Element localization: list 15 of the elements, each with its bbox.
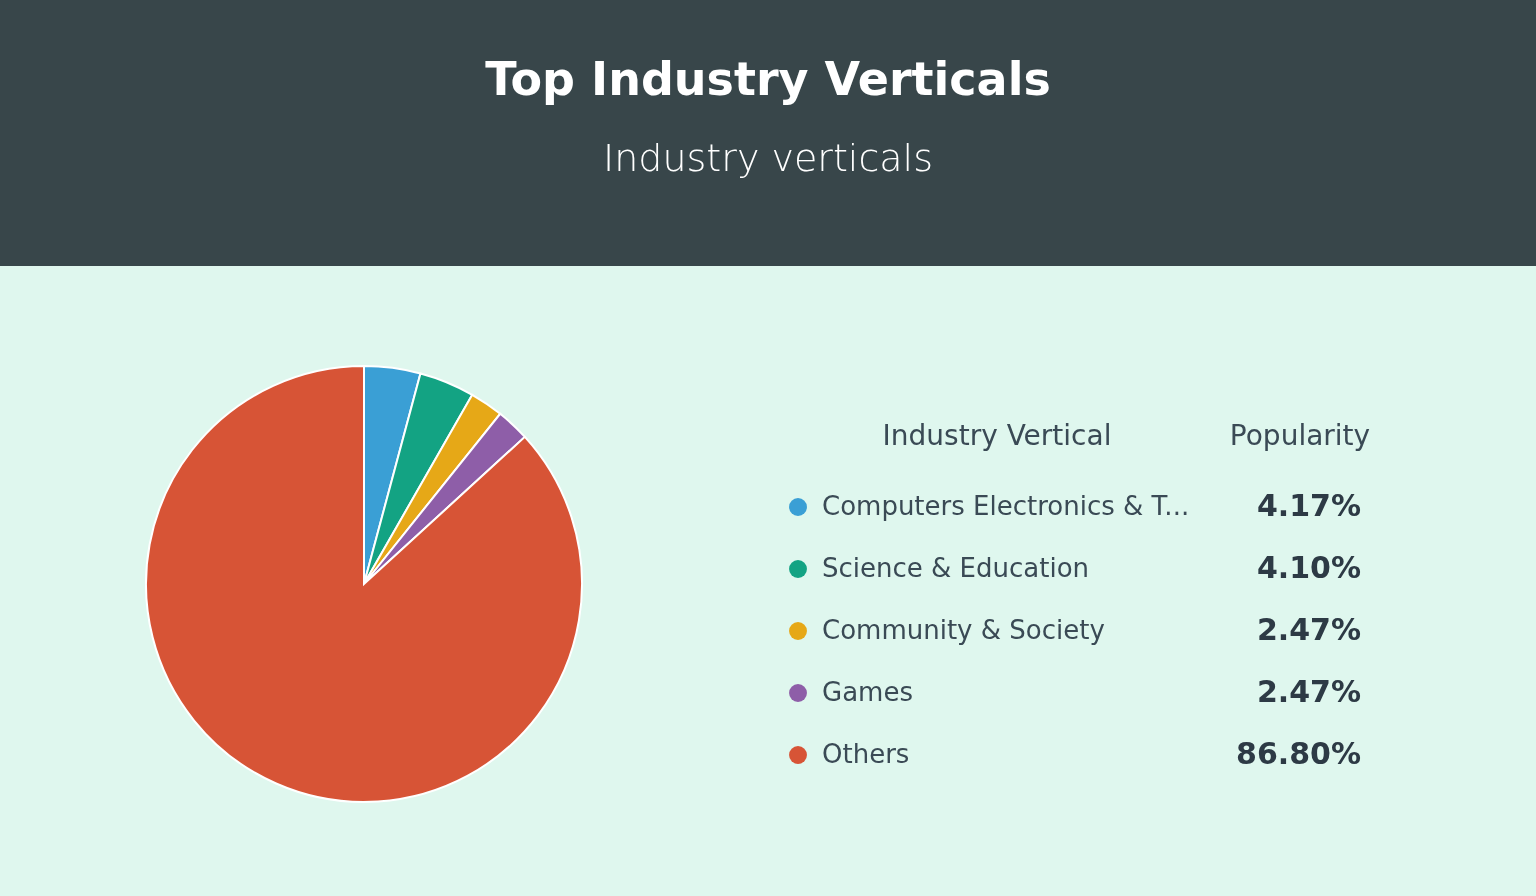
legend-label: Computers Electronics & T... [822,490,1190,521]
data-label: 2.47% [1256,612,1361,647]
data-label: 4.17% [1256,487,1361,523]
legend-label: Games [822,677,913,707]
legend-label: Others [822,739,910,769]
legend-label: Community & Society [822,615,1105,645]
legend-title: Industry Vertical [882,418,1112,452]
chart-title: Top Industry Verticals [484,51,1052,106]
data-label: 86.80% [1236,736,1361,771]
chart-subtitle: Industry verticals [602,136,934,180]
text: Popularity [1229,418,1371,452]
data-label: 2.47% [1256,674,1361,709]
data-label: 4.10% [1256,550,1361,585]
pie-slice [145,365,583,803]
legend-label: Science & Education [822,553,1090,583]
